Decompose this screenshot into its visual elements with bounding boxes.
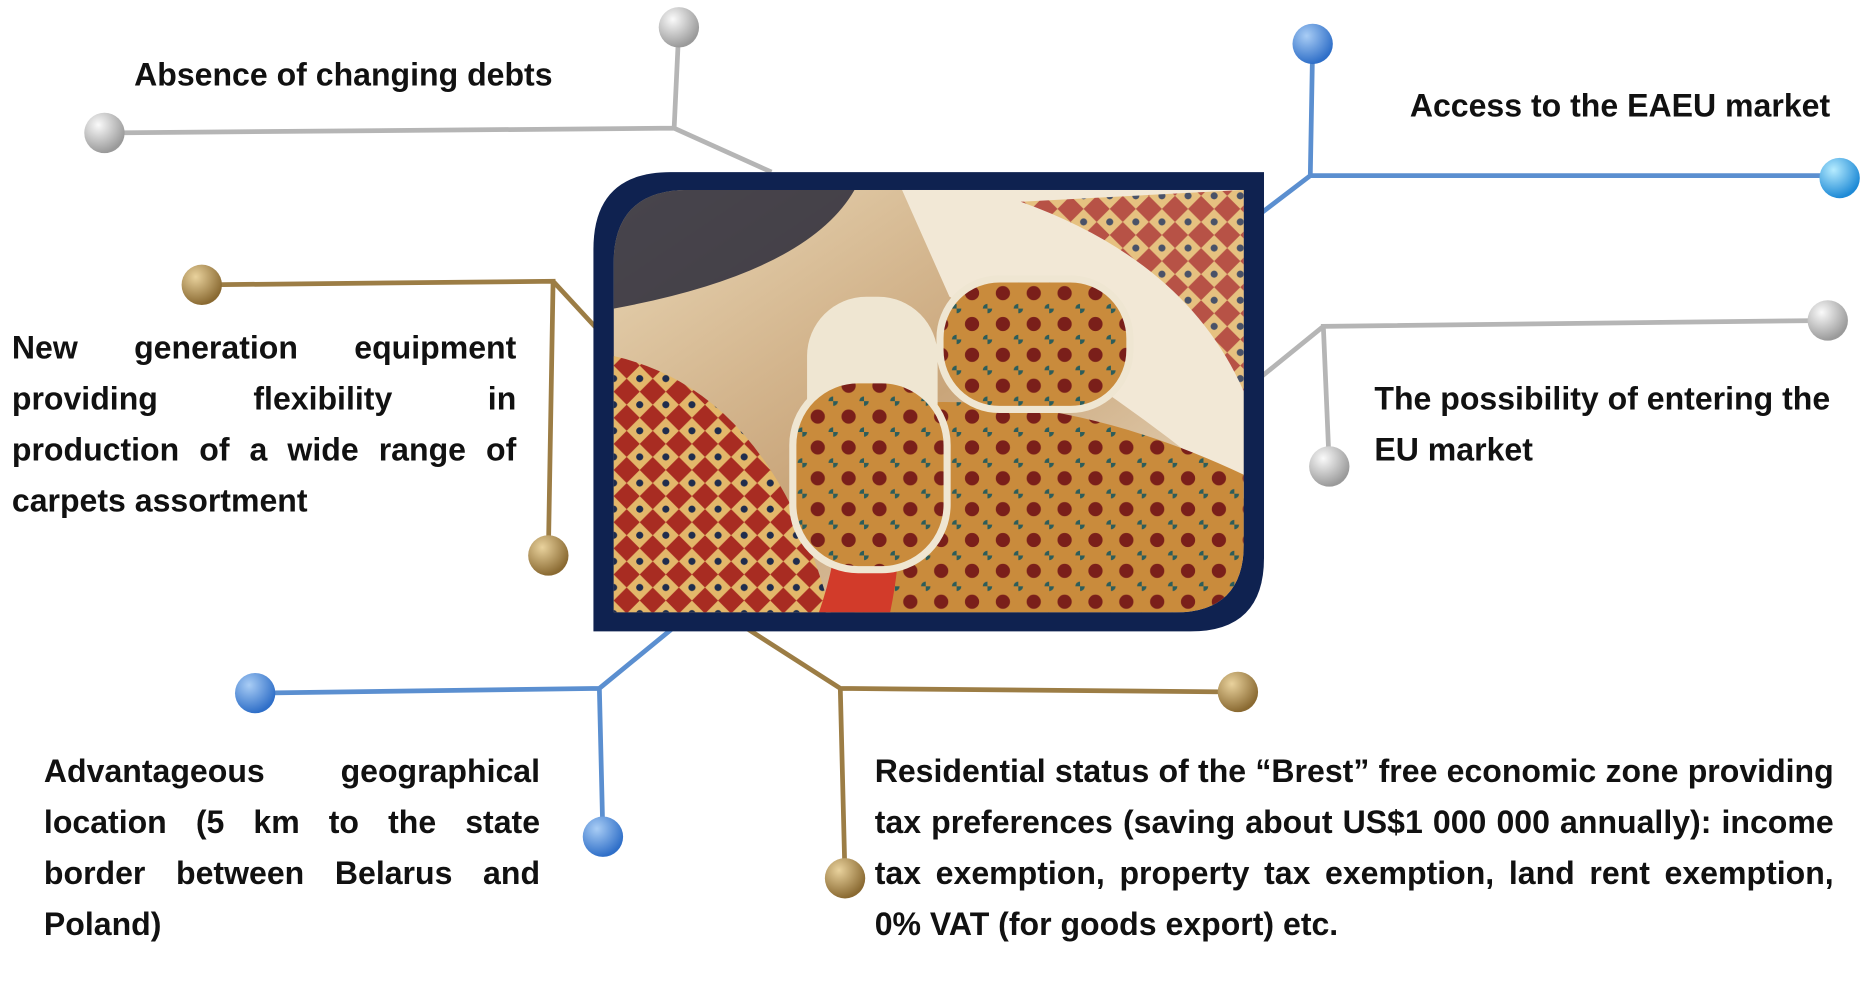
dot — [658, 7, 700, 48]
item-text: Residential status of the “Brest” free e… — [874, 753, 1834, 943]
connector-5 — [255, 627, 674, 837]
dot — [528, 535, 569, 576]
connector-6 — [746, 627, 1238, 879]
item-text: Advantageous geographical location (5 km… — [43, 753, 541, 943]
dot — [181, 264, 222, 306]
item-text: Access to the EAEU market — [1409, 87, 1831, 124]
dot — [1807, 300, 1848, 341]
dot — [1292, 23, 1333, 65]
connector-3 — [201, 278, 598, 556]
dot — [1309, 446, 1350, 487]
item-text: The possibility of entering the EU marke… — [1374, 380, 1831, 468]
connector-2 — [1259, 43, 1840, 216]
connectors — [104, 27, 1840, 879]
connector-4 — [1258, 318, 1828, 467]
dot — [234, 672, 276, 714]
item-text: New generation equipment providing flexi… — [11, 329, 517, 519]
dot — [84, 112, 125, 154]
photo — [593, 172, 1265, 632]
dot — [1217, 671, 1259, 713]
dot — [1819, 157, 1860, 199]
item-text: Absence of changing debts — [134, 56, 553, 93]
markers — [84, 7, 1860, 899]
dot — [824, 858, 866, 899]
dot — [582, 816, 624, 857]
